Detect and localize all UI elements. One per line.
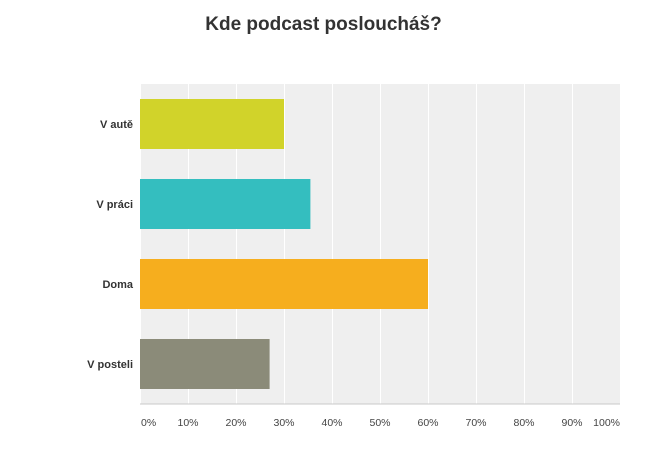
x-tick-label: 100% [593, 417, 620, 429]
x-tick-label: 80% [513, 417, 534, 429]
category-label: Doma [102, 279, 133, 291]
x-tick-label: 70% [465, 417, 486, 429]
bar-3 [140, 339, 270, 389]
bar-1 [140, 179, 311, 229]
category-label: V autě [100, 119, 133, 131]
x-tick-label: 40% [321, 417, 342, 429]
x-tick-label: 30% [273, 417, 294, 429]
category-labels: V autě V práci Doma V posteli [87, 119, 134, 371]
chart-title: Kde podcast posloucháš? [205, 14, 442, 35]
x-tick-label: 10% [177, 417, 198, 429]
x-tick-labels: 0% 10% 20% 30% 40% 50% 60% 70% 80% 90% 100% [141, 417, 620, 429]
x-tick-label: 50% [369, 417, 390, 429]
x-tick-label: 20% [225, 417, 246, 429]
x-tick-label: 90% [561, 417, 582, 429]
x-tick-label: 60% [417, 417, 438, 429]
category-label: V posteli [87, 359, 133, 371]
category-label: V práci [96, 199, 133, 211]
bars [140, 99, 428, 389]
bar-2 [140, 259, 428, 309]
x-tick-label: 0% [141, 417, 156, 429]
bar-0 [140, 99, 284, 149]
